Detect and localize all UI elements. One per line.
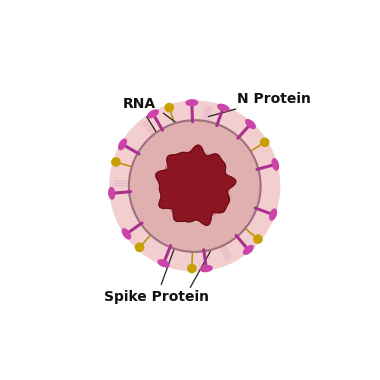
- Ellipse shape: [162, 162, 182, 210]
- Ellipse shape: [148, 110, 158, 118]
- Circle shape: [110, 101, 280, 271]
- Ellipse shape: [171, 154, 219, 173]
- Ellipse shape: [193, 152, 229, 188]
- Circle shape: [254, 235, 262, 243]
- Circle shape: [188, 264, 196, 272]
- Ellipse shape: [109, 188, 115, 199]
- Ellipse shape: [270, 209, 277, 220]
- Circle shape: [261, 138, 269, 146]
- Ellipse shape: [244, 245, 253, 254]
- Ellipse shape: [272, 159, 279, 170]
- Ellipse shape: [158, 260, 169, 267]
- Ellipse shape: [186, 100, 198, 106]
- Circle shape: [112, 158, 120, 166]
- Ellipse shape: [119, 139, 127, 150]
- Circle shape: [129, 120, 261, 252]
- Text: Spike Protein: Spike Protein: [104, 247, 209, 304]
- Circle shape: [165, 103, 173, 112]
- Ellipse shape: [246, 120, 255, 128]
- Ellipse shape: [201, 266, 212, 272]
- Circle shape: [135, 243, 144, 252]
- Ellipse shape: [122, 229, 130, 239]
- Polygon shape: [156, 145, 236, 225]
- Text: RNA: RNA: [123, 97, 166, 147]
- Text: N Protein: N Protein: [209, 92, 311, 117]
- Ellipse shape: [208, 162, 227, 210]
- Ellipse shape: [160, 184, 197, 220]
- Ellipse shape: [171, 199, 219, 218]
- Ellipse shape: [193, 184, 229, 220]
- Ellipse shape: [160, 152, 197, 188]
- Ellipse shape: [218, 105, 229, 111]
